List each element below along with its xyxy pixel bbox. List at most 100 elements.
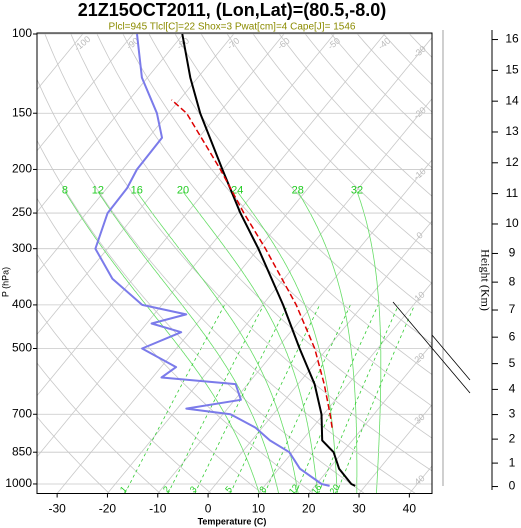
- isotherm: [37, 33, 385, 458]
- y2-tick-label: 14: [505, 93, 519, 107]
- mixing-ratio-line: [318, 304, 399, 494]
- y2-tick-label: 0: [509, 479, 516, 493]
- y2-tick-label: 8: [509, 274, 516, 288]
- chart-title: 21Z15OCT2011, (Lon,Lat)=(80.5,-8.0): [78, 0, 387, 20]
- dry-adiabat: [278, 33, 432, 197]
- x-tick-label: 30: [352, 502, 366, 516]
- isotherm: [358, 404, 432, 494]
- dry-adiabat: [357, 33, 432, 113]
- y-tick-label: 250: [12, 205, 32, 219]
- y2-tick-label: 15: [505, 63, 519, 77]
- dry-adiabat: [331, 33, 432, 141]
- dry-adiabat: [383, 33, 432, 86]
- y-tick-label: 100: [12, 26, 32, 40]
- mixing-ratio-line: [229, 304, 321, 494]
- isotherm: [37, 33, 184, 213]
- y2-tick-label: 11: [506, 186, 519, 200]
- x-tick-label: 40: [403, 502, 417, 516]
- y-axis-label: P (hPa): [0, 267, 10, 297]
- y2-tick-label: 4: [509, 382, 516, 396]
- mixing-ratio-label: 12: [287, 482, 301, 496]
- moist-adiabat-label: 8: [62, 185, 68, 197]
- y2-tick-label: 16: [505, 32, 519, 46]
- isotherm-label: -40: [376, 36, 392, 52]
- x-tick-label: -20: [99, 502, 117, 516]
- dry-adiabat: [304, 33, 432, 169]
- mixing-ratio-line: [264, 304, 351, 494]
- dry-adiabat: [37, 139, 365, 494]
- isotherm: [37, 33, 134, 152]
- y2-tick-label: 1: [509, 455, 516, 469]
- isotherm-label: 20: [413, 351, 427, 365]
- dry-adiabat: [44, 33, 432, 472]
- isotherm-label: 30: [413, 412, 427, 426]
- decor-line: [431, 334, 471, 381]
- moist-adiabat: [97, 191, 280, 494]
- y2-tick-label: 3: [509, 407, 516, 421]
- y-tick-label: 850: [12, 444, 32, 458]
- dry-adiabat: [122, 33, 432, 376]
- mixing-ratio-line: [336, 304, 415, 494]
- y-tick-label: 300: [12, 241, 32, 255]
- mixing-ratio-label: 3: [188, 484, 199, 494]
- profile-line: [94, 33, 330, 487]
- y2-tick-label: 2: [509, 431, 516, 445]
- isotherm: [157, 159, 432, 494]
- moist-adiabat-label: 16: [131, 185, 143, 197]
- mixing-ratio-label: 20: [328, 482, 342, 496]
- isotherm: [37, 33, 84, 91]
- x-tick-label: -10: [149, 502, 167, 516]
- dry-adiabat: [252, 33, 432, 226]
- y-tick-label: 700: [12, 406, 32, 420]
- dry-adiabat: [96, 33, 432, 407]
- isotherm: [207, 220, 432, 494]
- y-tick-label: 150: [12, 105, 32, 119]
- isotherm-label: 0: [414, 230, 424, 241]
- moist-adiabat-label: 24: [231, 185, 243, 197]
- mixing-ratio-line: [295, 304, 379, 494]
- y2-tick-label: 10: [505, 216, 519, 230]
- moist-adiabat: [136, 191, 299, 494]
- isotherm: [308, 342, 432, 494]
- dry-adiabat: [37, 362, 161, 494]
- mixing-ratio-label: 16: [309, 482, 323, 496]
- moist-adiabat: [356, 191, 382, 494]
- y2-tick-label: 7: [509, 302, 516, 316]
- x-tick-label: 0: [205, 502, 212, 516]
- isotherm-label: 10: [413, 289, 427, 303]
- moist-adiabat-label: 32: [351, 185, 363, 197]
- dry-adiabat: [37, 253, 263, 494]
- mixing-ratio-label: 8: [257, 484, 268, 494]
- y-tick-label: 200: [12, 162, 32, 176]
- isotherm: [409, 465, 432, 494]
- profiles: [94, 33, 356, 487]
- y2-axis-label: Height (Km): [478, 249, 492, 311]
- y-tick-label: 400: [12, 297, 32, 311]
- mixing-ratio-label: 5: [223, 484, 234, 494]
- x-tick-label: 10: [252, 502, 266, 516]
- dry-adiabat: [37, 78, 416, 494]
- mixing-ratio-line: [167, 304, 264, 494]
- moist-adiabat: [297, 191, 358, 494]
- isotherm: [107, 98, 432, 494]
- moist-adiabat-label: 12: [92, 185, 104, 197]
- dry-adiabat: [70, 33, 432, 439]
- dry-adiabat: [226, 33, 432, 255]
- dry-adiabat: [409, 33, 432, 58]
- chart-subtitle: Plcl=945 Tlcl[C]=22 Shox=3 Pwat[cm]=4 Ca…: [109, 22, 356, 33]
- plot-frame: [36, 32, 433, 494]
- y2-tick-label: 6: [509, 329, 516, 343]
- isotherm: [37, 33, 285, 336]
- x-tick-label: -30: [48, 502, 66, 516]
- decor-line: [392, 301, 471, 394]
- moist-adiabat: [64, 191, 260, 494]
- isotherm: [37, 33, 234, 274]
- moist-adiabat-label: 28: [292, 185, 304, 197]
- mixing-ratio-label: 2: [161, 484, 172, 494]
- x-tick-label: 20: [302, 502, 316, 516]
- dry-adiabat: [37, 197, 314, 494]
- dry-adiabat: [37, 308, 212, 494]
- y2-tick-label: 12: [505, 155, 519, 169]
- y-tick-label: 500: [12, 341, 32, 355]
